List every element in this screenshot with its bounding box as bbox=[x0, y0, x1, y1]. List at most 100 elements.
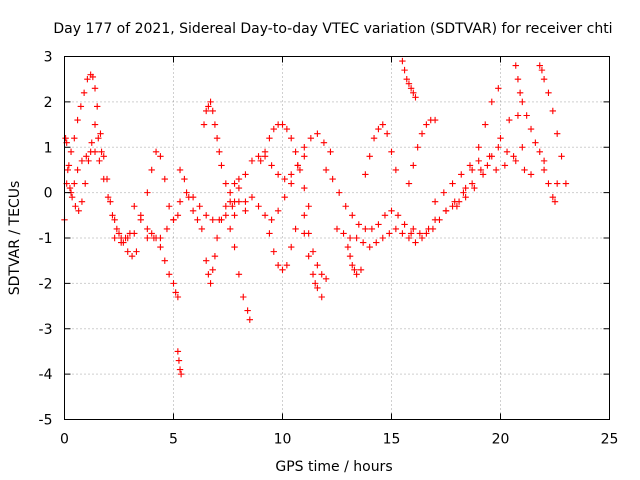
data-point bbox=[148, 230, 155, 237]
data-point bbox=[231, 243, 238, 251]
data-point bbox=[111, 216, 118, 224]
data-point bbox=[222, 203, 230, 210]
data-point bbox=[388, 148, 395, 155]
series-arc-22 bbox=[399, 57, 419, 101]
series-arc-27 bbox=[453, 112, 522, 210]
data-point bbox=[203, 257, 210, 264]
grid bbox=[64, 56, 610, 420]
data-point bbox=[131, 203, 138, 210]
data-point bbox=[488, 98, 495, 106]
data-point bbox=[301, 184, 308, 192]
data-point bbox=[71, 180, 78, 187]
data-point bbox=[553, 180, 561, 187]
data-point bbox=[80, 89, 88, 96]
data-point bbox=[176, 198, 184, 205]
data-point bbox=[305, 203, 312, 210]
data-point bbox=[176, 166, 184, 174]
data-point bbox=[294, 162, 301, 169]
data-point bbox=[540, 75, 548, 83]
data-point bbox=[255, 153, 262, 160]
data-point bbox=[288, 243, 295, 251]
data-point bbox=[510, 153, 517, 160]
data-point bbox=[412, 239, 419, 246]
data-point bbox=[506, 116, 513, 124]
data-point bbox=[66, 184, 74, 192]
data-point bbox=[213, 234, 221, 242]
data-point bbox=[183, 189, 190, 196]
data-point bbox=[261, 212, 269, 219]
data-point bbox=[288, 134, 295, 142]
data-point bbox=[283, 262, 291, 269]
data-point bbox=[355, 221, 362, 228]
data-point bbox=[161, 257, 168, 264]
data-point bbox=[124, 248, 131, 255]
data-point bbox=[514, 75, 522, 83]
data-point bbox=[266, 230, 273, 237]
data-point bbox=[309, 271, 317, 278]
data-point bbox=[91, 121, 99, 128]
data-point bbox=[471, 184, 478, 192]
data-point bbox=[88, 139, 95, 146]
data-point bbox=[211, 121, 219, 128]
data-point bbox=[209, 266, 216, 273]
x-tick-label: 10 bbox=[274, 432, 292, 448]
data-point bbox=[418, 130, 426, 137]
data-point bbox=[414, 144, 421, 151]
data-point bbox=[137, 216, 144, 224]
data-point bbox=[410, 225, 417, 233]
data-point bbox=[322, 166, 330, 174]
data-point bbox=[268, 162, 275, 169]
data-point bbox=[460, 189, 467, 196]
data-point bbox=[274, 171, 282, 178]
data-point bbox=[482, 121, 489, 128]
data-point bbox=[431, 198, 439, 205]
series-arc-14 bbox=[257, 121, 312, 210]
series-arc-19 bbox=[333, 216, 439, 251]
data-point bbox=[218, 162, 225, 169]
data-point bbox=[562, 180, 570, 187]
data-point bbox=[407, 85, 415, 92]
data-point bbox=[468, 180, 476, 187]
data-point bbox=[475, 157, 482, 165]
data-point bbox=[368, 225, 376, 233]
data-point bbox=[209, 216, 216, 224]
data-point bbox=[268, 216, 275, 224]
data-point bbox=[458, 171, 465, 178]
data-point bbox=[359, 239, 367, 246]
data-point bbox=[401, 221, 408, 228]
data-point bbox=[342, 203, 349, 210]
data-point bbox=[399, 230, 406, 237]
data-point bbox=[152, 148, 160, 155]
data-point bbox=[497, 134, 504, 142]
y-tick-label: 2 bbox=[44, 95, 53, 111]
data-point bbox=[412, 94, 419, 101]
data-point bbox=[148, 166, 155, 174]
data-point bbox=[379, 121, 386, 128]
data-point bbox=[558, 153, 565, 160]
data-point bbox=[207, 280, 214, 287]
data-point bbox=[375, 125, 382, 133]
data-point bbox=[519, 144, 526, 151]
data-point bbox=[279, 266, 286, 273]
data-point bbox=[479, 171, 487, 178]
data-point bbox=[107, 198, 114, 205]
data-point bbox=[410, 162, 417, 169]
data-point bbox=[381, 212, 389, 219]
data-point bbox=[172, 289, 179, 296]
data-point bbox=[423, 230, 430, 237]
data-point bbox=[366, 153, 373, 160]
x-tick-label: 25 bbox=[601, 432, 619, 448]
data-point bbox=[292, 225, 299, 233]
y-tick-label: -4 bbox=[39, 367, 53, 383]
x-axis-label: GPS time / hours bbox=[275, 459, 392, 475]
data-point bbox=[124, 234, 131, 242]
data-point bbox=[370, 134, 378, 142]
data-point bbox=[181, 175, 188, 183]
data-point bbox=[113, 225, 121, 233]
data-point bbox=[203, 107, 210, 115]
x-tick-label: 0 bbox=[60, 432, 69, 448]
data-point bbox=[322, 275, 330, 283]
data-point bbox=[296, 166, 304, 174]
data-point bbox=[392, 225, 400, 233]
data-point bbox=[329, 175, 336, 183]
